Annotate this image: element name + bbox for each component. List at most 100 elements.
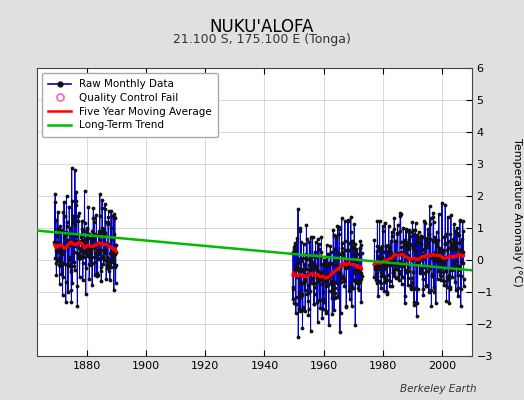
Point [70, 266, 79, 273]
Point [78, 218, 86, 224]
Point [409, 286, 418, 292]
Point [316, 296, 325, 303]
Point [337, 275, 345, 282]
Point [441, 241, 449, 247]
Point [432, 240, 441, 246]
Point [341, 246, 350, 253]
Point [414, 235, 422, 242]
Point [57, 228, 65, 234]
Point [305, 268, 314, 274]
Point [295, 306, 303, 312]
Point [444, 252, 452, 259]
Point [376, 257, 384, 264]
Point [85, 276, 93, 283]
Point [333, 223, 342, 229]
Point [311, 249, 319, 256]
Point [427, 215, 435, 221]
Point [442, 231, 450, 237]
Point [86, 244, 95, 251]
Point [407, 284, 415, 290]
Point [433, 255, 441, 261]
Point [112, 262, 120, 268]
Point [76, 254, 84, 260]
Point [406, 242, 414, 248]
Point [401, 293, 409, 299]
Point [95, 228, 103, 235]
Point [453, 230, 461, 236]
Point [443, 244, 452, 251]
Point [85, 243, 93, 250]
Point [417, 252, 425, 259]
Point [451, 239, 459, 245]
Point [94, 255, 102, 261]
Point [440, 282, 448, 288]
Point [92, 212, 101, 218]
Point [388, 283, 397, 289]
Point [393, 230, 401, 237]
Point [435, 253, 444, 259]
Point [391, 260, 399, 266]
Point [343, 217, 352, 223]
Point [451, 279, 459, 285]
Point [58, 251, 67, 257]
Y-axis label: Temperature Anomaly (°C): Temperature Anomaly (°C) [512, 138, 522, 286]
Point [84, 231, 93, 238]
Point [424, 264, 433, 270]
Point [333, 264, 342, 270]
Point [302, 255, 310, 261]
Point [53, 249, 61, 256]
Point [289, 286, 298, 293]
Point [321, 272, 330, 278]
Point [303, 236, 311, 243]
Point [456, 259, 465, 266]
Point [66, 229, 74, 236]
Point [328, 311, 336, 317]
Point [288, 248, 297, 255]
Point [375, 262, 383, 268]
Point [87, 238, 95, 244]
Point [312, 254, 320, 260]
Point [298, 280, 307, 286]
Point [452, 287, 460, 294]
Point [103, 265, 111, 271]
Point [90, 245, 98, 252]
Point [304, 312, 313, 318]
Point [429, 210, 438, 216]
Point [380, 288, 388, 294]
Point [423, 243, 432, 249]
Point [334, 264, 343, 270]
Point [394, 261, 402, 268]
Point [356, 244, 364, 251]
Point [425, 203, 434, 209]
Point [374, 262, 382, 268]
Point [66, 225, 74, 231]
Point [372, 258, 380, 265]
Point [91, 250, 99, 256]
Point [298, 325, 307, 332]
Point [450, 221, 458, 227]
Point [334, 294, 342, 300]
Point [399, 262, 407, 269]
Point [334, 293, 342, 300]
Point [459, 249, 467, 255]
Point [381, 255, 389, 262]
Point [317, 249, 325, 255]
Point [451, 262, 460, 268]
Point [72, 238, 81, 244]
Point [448, 274, 456, 281]
Point [415, 239, 423, 245]
Point [68, 198, 77, 204]
Point [401, 242, 409, 248]
Point [75, 237, 83, 244]
Point [68, 232, 76, 239]
Point [400, 299, 409, 306]
Point [441, 233, 449, 239]
Point [105, 268, 113, 274]
Point [326, 260, 334, 266]
Point [380, 276, 389, 282]
Point [331, 262, 340, 269]
Point [75, 274, 84, 280]
Point [452, 231, 461, 237]
Point [430, 219, 438, 226]
Point [79, 244, 87, 250]
